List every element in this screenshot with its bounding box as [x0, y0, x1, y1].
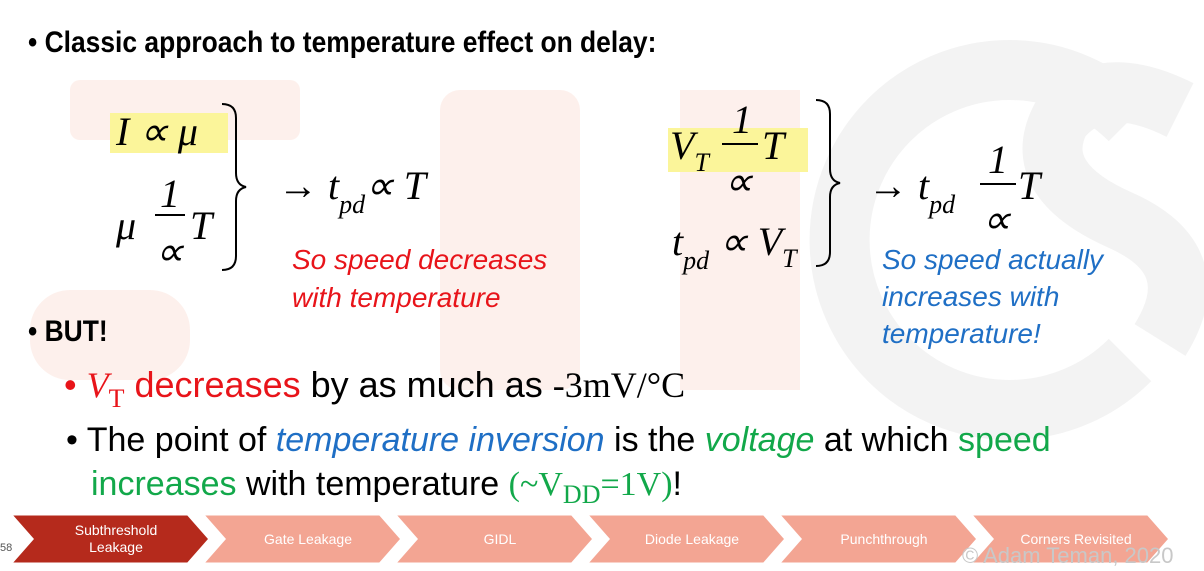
nav-item[interactable] [582, 514, 788, 566]
equation: tpd ∝ VT [672, 218, 797, 275]
nav-label[interactable]: Subthreshold Leakage [75, 522, 158, 555]
note: So speed decreases with temperature [292, 241, 547, 317]
equation: I ∝ μ [116, 109, 198, 154]
nav-label[interactable]: Diode Leakage [645, 531, 739, 547]
equation: → t [278, 163, 340, 208]
highlight [110, 113, 228, 153]
equation: 1 [988, 137, 1008, 182]
fraction-bar [722, 143, 758, 145]
slide-number: 58 [0, 542, 13, 554]
nav-label[interactable]: GIDL [484, 531, 517, 547]
nav-item[interactable] [774, 514, 980, 566]
equation: → t [868, 163, 930, 208]
nav-label[interactable]: Corners Revisited [1020, 531, 1131, 547]
fraction-bar [155, 214, 185, 216]
subscript: T [108, 384, 125, 413]
subscript: pd [339, 190, 366, 219]
text: =1V) [600, 466, 673, 503]
equation: T [762, 123, 785, 168]
subscript: T [694, 148, 709, 177]
equation: ∝ [982, 197, 1011, 242]
note-line: temperature! [882, 318, 1041, 349]
equation: ∝ [155, 229, 184, 274]
note-line: increases with [882, 281, 1060, 312]
nav-item[interactable] [6, 514, 212, 566]
value: -3mV/°C [552, 365, 686, 405]
subscript: DD [562, 480, 601, 509]
text: speed [958, 421, 1051, 459]
equation: → tpd [868, 162, 955, 219]
note-line: So speed actually [882, 244, 1104, 275]
text: is the [604, 421, 705, 459]
symbol: V [86, 365, 109, 405]
equation: ∝ V [719, 219, 783, 264]
bullet: • BUT! [28, 315, 108, 348]
equation: t [672, 219, 684, 264]
nav-item[interactable] [966, 514, 1172, 566]
fraction-bar [980, 183, 1016, 185]
text: increases [91, 465, 237, 503]
copyright: © Adam Teman, 2020 [962, 543, 1174, 568]
note-line: with temperature [292, 282, 501, 313]
equation: 1 [732, 97, 752, 142]
navigation-bar: Subthreshold Leakage Gate Leakage GIDL Diode… [6, 514, 1172, 566]
equation: ∝ T [365, 163, 426, 208]
heading: BUT! [44, 315, 108, 348]
subscript: pd [683, 246, 710, 275]
text: The point of [86, 421, 276, 459]
nav-label[interactable]: Gate Leakage [264, 531, 352, 547]
highlight [668, 128, 808, 172]
equation: V [670, 123, 695, 168]
nav-label[interactable]: Punchthrough [840, 531, 927, 547]
title: Classic approach to temperature effect o… [44, 26, 657, 59]
text: with temperature [236, 465, 509, 503]
note-line: So speed decreases [292, 244, 548, 275]
text: decreases [124, 364, 301, 405]
text: temperature inversion [275, 421, 605, 459]
equation: T [190, 203, 213, 248]
text: at which [814, 421, 959, 459]
text: voltage [704, 421, 815, 459]
equation: VT [670, 122, 709, 177]
equation: → tpd∝ T [278, 162, 426, 219]
title-line: • Classic approach to temperature effect… [28, 26, 657, 59]
equation: T [1018, 163, 1041, 208]
bullet: • VT decreases by as much as -3mV/°C [64, 364, 686, 413]
text: (~V [508, 466, 563, 503]
brace [815, 99, 841, 267]
subscript: pd [929, 190, 956, 219]
nav-label-line[interactable]: Leakage [89, 539, 143, 555]
text: ! [672, 465, 682, 503]
equation: 1 [160, 171, 180, 216]
nav-label-line[interactable]: Subthreshold [75, 522, 158, 538]
subscript: T [782, 244, 797, 273]
text: by as much as [300, 364, 553, 405]
note: So speed actually increases with temperatu… [882, 241, 1103, 352]
nav-item[interactable] [390, 514, 596, 566]
brace [221, 103, 247, 271]
equation: ∝ [724, 159, 753, 204]
bullet: • The point of temperature inversion is … [66, 421, 1051, 509]
equation: μ [116, 203, 137, 248]
nav-item[interactable] [198, 514, 404, 566]
